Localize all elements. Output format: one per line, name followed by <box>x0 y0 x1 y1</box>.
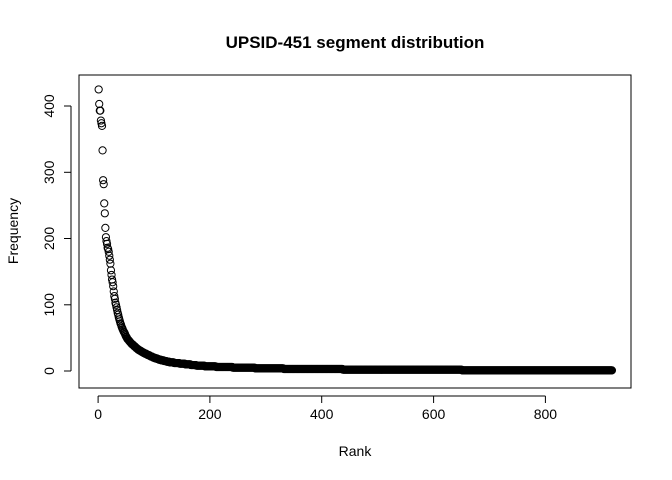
data-point <box>94 85 103 94</box>
x-tick-label: 600 <box>422 406 446 422</box>
x-tick-label: 0 <box>94 406 102 422</box>
x-axis: 0 200 400 600 800 <box>94 395 558 422</box>
chart-title: UPSID-451 segment distribution <box>226 33 485 52</box>
data-point <box>99 176 108 185</box>
y-tick-label: 0 <box>41 367 57 375</box>
data-point <box>98 146 107 155</box>
data-point <box>106 259 115 268</box>
x-tick-label: 200 <box>198 406 222 422</box>
data-point <box>97 121 107 130</box>
data-point <box>100 199 109 208</box>
y-tick-label: 200 <box>41 227 57 251</box>
data-point <box>101 223 110 232</box>
data-point <box>99 180 108 189</box>
y-tick-label: 300 <box>41 160 57 184</box>
data-point <box>104 247 113 256</box>
data-point <box>100 209 109 218</box>
data-point <box>95 99 104 109</box>
data-point <box>105 255 114 264</box>
y-axis-label: Frequency <box>5 198 21 264</box>
x-tick-label: 800 <box>534 406 558 422</box>
y-tick-label: 100 <box>41 293 57 317</box>
data-point <box>110 294 119 303</box>
data-point <box>106 266 116 275</box>
plot-frame <box>78 74 632 389</box>
data-point <box>607 366 617 375</box>
data-point <box>108 278 117 287</box>
data-point <box>102 239 112 248</box>
x-axis-label: Rank <box>339 443 373 459</box>
data-point <box>109 282 118 291</box>
data-point <box>96 106 105 115</box>
data-points <box>94 85 617 375</box>
y-tick-label: 400 <box>41 94 57 118</box>
data-point <box>105 251 114 260</box>
x-tick-label: 400 <box>310 406 334 422</box>
y-axis: 0 100 200 300 400 <box>41 94 72 375</box>
